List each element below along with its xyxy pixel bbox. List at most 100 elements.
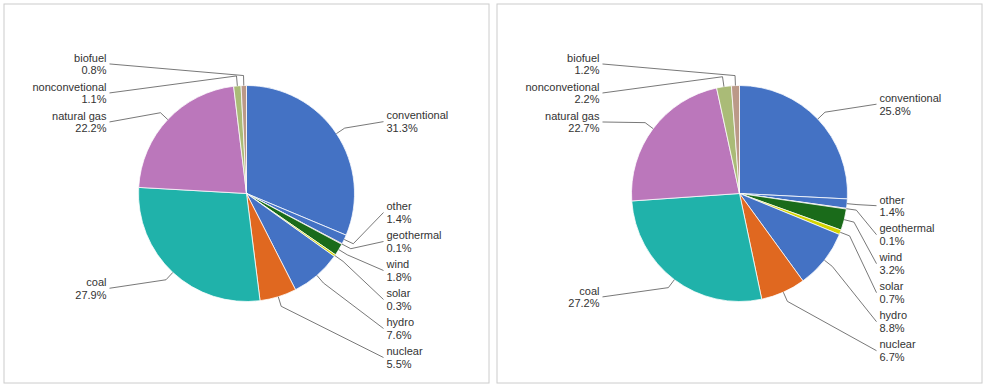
- slice-label-name: nonconvetional: [525, 81, 599, 93]
- slice-label-name: wind: [386, 258, 410, 270]
- leader-line: [824, 260, 876, 321]
- slice-label-name: solar: [880, 280, 904, 292]
- slice-label-name: other: [387, 200, 412, 212]
- slice-label-value: 1.4%: [880, 206, 905, 218]
- slice-label: hydro8.8%: [880, 309, 908, 334]
- panel-frame: [497, 4, 982, 383]
- leader-line: [344, 213, 383, 244]
- pie-slice: [731, 86, 739, 194]
- slice-label-value: 6.7%: [880, 351, 905, 363]
- pie-slice: [740, 86, 848, 199]
- leader-line: [847, 204, 876, 206]
- slice-label: natural gas22.7%: [545, 110, 600, 135]
- slice-label: other1.4%: [880, 193, 905, 218]
- pie-group: conventional31.3% other1.4% geothermal0.1%…: [32, 52, 448, 370]
- leader-line: [110, 64, 244, 86]
- slice-label-value: 27.9%: [75, 289, 106, 301]
- slice-label-value: 1.8%: [387, 271, 412, 283]
- slice-label-value: 1.4%: [387, 213, 412, 225]
- slice-label-name: geothermal: [387, 229, 442, 241]
- leader-line: [342, 242, 384, 249]
- slice-label-name: geothermal: [880, 222, 935, 234]
- chart-canvas: conventional31.3%other1.4%geothermal0.1%…: [0, 0, 986, 387]
- slice-label-value: 0.1%: [387, 242, 412, 254]
- slice-label-name: conventional: [387, 109, 449, 121]
- slice-label: wind3.2%: [879, 251, 905, 276]
- slice-label: conventional25.8%: [880, 92, 942, 117]
- slice-label-name: hydro: [387, 316, 415, 328]
- slice-label-name: conventional: [880, 92, 942, 104]
- leader-line: [603, 122, 654, 129]
- slice-label: nuclear5.5%: [387, 345, 423, 370]
- slice-label: other1.4%: [387, 200, 412, 225]
- leader-line: [818, 104, 877, 119]
- slice-label-name: natural gas: [52, 110, 107, 122]
- panel-frame: [4, 4, 489, 383]
- leader-line: [317, 275, 384, 328]
- leader-line: [278, 297, 383, 358]
- slice-label: geothermal0.1%: [387, 229, 442, 254]
- slice-label: geothermal0.1%: [880, 222, 935, 247]
- pie-slice: [139, 86, 247, 193]
- slice-label-value: 31.3%: [387, 122, 418, 134]
- slice-label-value: 22.2%: [75, 122, 106, 134]
- leader-line: [603, 77, 724, 93]
- slice-label: nonconvetional1.1%: [32, 81, 106, 106]
- pie-panel: conventional31.3% other1.4% geothermal0.1%…: [4, 4, 489, 383]
- leader-line: [110, 76, 238, 93]
- slice-label: coal27.2%: [568, 285, 599, 310]
- pie-slice: [632, 194, 762, 302]
- slice-label-value: 1.2%: [574, 64, 599, 76]
- pie-slice: [139, 187, 261, 301]
- pie-panel: conventional25.8% other1.4% geothermal0.1%…: [497, 4, 982, 383]
- leader-line: [783, 292, 876, 350]
- slice-label-name: nuclear: [387, 345, 423, 357]
- slice-label-value: 27.2%: [568, 297, 599, 309]
- slice-label-value: 3.2%: [880, 264, 905, 276]
- slice-label: nuclear6.7%: [880, 338, 916, 363]
- slice-label: solar0.7%: [880, 280, 905, 305]
- slice-label-name: coal: [86, 276, 106, 288]
- slices: [632, 86, 848, 302]
- leader-line: [110, 272, 173, 288]
- slice-label: conventional31.3%: [387, 109, 449, 134]
- leader-line: [603, 280, 675, 297]
- pie-group: conventional25.8% other1.4% geothermal0.1%…: [525, 52, 941, 363]
- leader-line: [110, 113, 168, 122]
- slice-label: coal27.9%: [75, 276, 106, 301]
- slice-label: solar0.3%: [387, 287, 412, 312]
- leader-line: [336, 122, 383, 134]
- slice-label-name: biofuel: [74, 52, 106, 64]
- slices: [139, 85, 355, 301]
- slice-label: biofuel0.8%: [74, 52, 107, 77]
- pie-slice: [717, 86, 740, 194]
- slice-label-name: coal: [579, 285, 599, 297]
- leader-line: [339, 250, 384, 271]
- slice-label-value: 7.6%: [387, 329, 412, 341]
- leader-line: [603, 64, 736, 86]
- slice-label-name: hydro: [880, 309, 908, 321]
- slice-label-name: biofuel: [567, 52, 599, 64]
- pie-slice: [241, 85, 246, 193]
- slice-label-name: wind: [879, 251, 903, 263]
- slice-label-name: solar: [387, 287, 411, 299]
- slice-label-name: nonconvetional: [32, 81, 106, 93]
- leader-line: [844, 220, 876, 264]
- slice-label-value: 5.5%: [387, 358, 412, 370]
- slice-label-name: other: [880, 193, 905, 205]
- slice-label: biofuel1.2%: [567, 52, 600, 77]
- leader-lines: [110, 64, 384, 358]
- leader-line: [335, 256, 384, 300]
- slice-labels: conventional25.8% other1.4% geothermal0.1%…: [525, 52, 941, 363]
- slice-label-value: 1.1%: [81, 93, 106, 105]
- slice-label: natural gas22.2%: [52, 110, 107, 135]
- slice-label-value: 0.3%: [387, 300, 412, 312]
- slice-label-name: nuclear: [880, 338, 916, 350]
- slice-labels: conventional31.3% other1.4% geothermal0.1%…: [32, 52, 448, 370]
- slice-label-value: 2.2%: [574, 93, 599, 105]
- slice-label-name: natural gas: [545, 110, 600, 122]
- slice-label-value: 22.7%: [568, 122, 599, 134]
- slice-label-value: 0.7%: [880, 293, 905, 305]
- slice-label-value: 8.8%: [880, 322, 905, 334]
- slice-label: nonconvetional2.2%: [525, 81, 599, 106]
